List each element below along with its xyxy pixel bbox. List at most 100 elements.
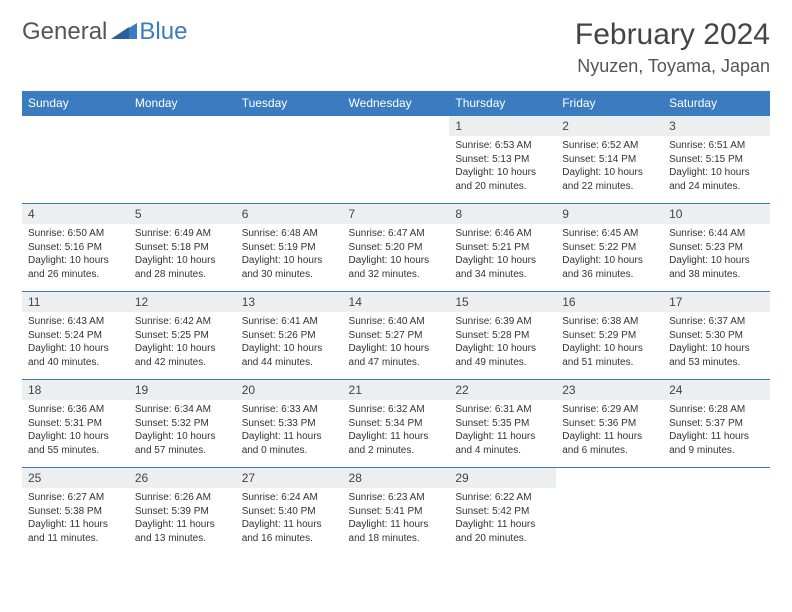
daylight-text: Daylight: 10 hours and 36 minutes. <box>562 254 657 281</box>
weekday-header: Tuesday <box>236 91 343 116</box>
calendar-week-row: 11Sunrise: 6:43 AMSunset: 5:24 PMDayligh… <box>22 292 770 380</box>
daylight-text: Daylight: 10 hours and 55 minutes. <box>28 430 123 457</box>
sunset-text: Sunset: 5:35 PM <box>455 417 550 431</box>
weekday-header: Friday <box>556 91 663 116</box>
weekday-header-row: Sunday Monday Tuesday Wednesday Thursday… <box>22 91 770 116</box>
day-number: 3 <box>663 116 770 136</box>
daylight-text: Daylight: 10 hours and 26 minutes. <box>28 254 123 281</box>
sunset-text: Sunset: 5:34 PM <box>349 417 444 431</box>
weekday-header: Wednesday <box>343 91 450 116</box>
daylight-text: Daylight: 11 hours and 2 minutes. <box>349 430 444 457</box>
sunset-text: Sunset: 5:14 PM <box>562 153 657 167</box>
day-number: 23 <box>556 380 663 400</box>
day-body: Sunrise: 6:46 AMSunset: 5:21 PMDaylight:… <box>449 224 556 287</box>
calendar-cell: 10Sunrise: 6:44 AMSunset: 5:23 PMDayligh… <box>663 204 770 292</box>
calendar-cell: 17Sunrise: 6:37 AMSunset: 5:30 PMDayligh… <box>663 292 770 380</box>
day-body: Sunrise: 6:43 AMSunset: 5:24 PMDaylight:… <box>22 312 129 375</box>
sunset-text: Sunset: 5:16 PM <box>28 241 123 255</box>
calendar-cell: 20 Sunrise: 6:33 AMSunset: 5:33 PMDayligh… <box>236 380 343 468</box>
sunrise-text: Sunrise: 6:26 AM <box>135 491 230 505</box>
calendar-cell: 13Sunrise: 6:41 AMSunset: 5:26 PMDayligh… <box>236 292 343 380</box>
calendar-cell <box>129 116 236 204</box>
calendar-cell: 12Sunrise: 6:42 AMSunset: 5:25 PMDayligh… <box>129 292 236 380</box>
sunrise-text: Sunrise: 6:53 AM <box>455 139 550 153</box>
title-block: February 2024 Nyuzen, Toyama, Japan <box>575 18 770 77</box>
sunset-text: Sunset: 5:33 PM <box>242 417 337 431</box>
sunset-text: Sunset: 5:23 PM <box>669 241 764 255</box>
calendar-cell: 18Sunrise: 6:36 AMSunset: 5:31 PMDayligh… <box>22 380 129 468</box>
day-body: Sunrise: 6:45 AMSunset: 5:22 PMDaylight:… <box>556 224 663 287</box>
day-body: Sunrise: 6:36 AMSunset: 5:31 PMDaylight:… <box>22 400 129 463</box>
sunset-text: Sunset: 5:30 PM <box>669 329 764 343</box>
day-body: Sunrise: 6:23 AMSunset: 5:41 PMDaylight:… <box>343 488 450 551</box>
calendar-cell: 14Sunrise: 6:40 AMSunset: 5:27 PMDayligh… <box>343 292 450 380</box>
day-number <box>663 468 770 474</box>
sunrise-text: Sunrise: 6:51 AM <box>669 139 764 153</box>
day-number: 25 <box>22 468 129 488</box>
calendar-cell <box>343 116 450 204</box>
sunrise-text: Sunrise: 6:33 AM <box>242 403 337 417</box>
day-number: 27 <box>236 468 343 488</box>
sunset-text: Sunset: 5:20 PM <box>349 241 444 255</box>
sunrise-text: Sunrise: 6:34 AM <box>135 403 230 417</box>
day-body: Sunrise: 6:51 AMSunset: 5:15 PMDaylight:… <box>663 136 770 199</box>
day-body: Sunrise: 6:26 AMSunset: 5:39 PMDaylight:… <box>129 488 236 551</box>
daylight-text: Daylight: 10 hours and 38 minutes. <box>669 254 764 281</box>
sunset-text: Sunset: 5:26 PM <box>242 329 337 343</box>
day-number: 7 <box>343 204 450 224</box>
sunset-text: Sunset: 5:41 PM <box>349 505 444 519</box>
calendar-week-row: 25Sunrise: 6:27 AMSunset: 5:38 PMDayligh… <box>22 468 770 556</box>
sunset-text: Sunset: 5:29 PM <box>562 329 657 343</box>
day-number: 22 <box>449 380 556 400</box>
day-body: Sunrise: 6:38 AMSunset: 5:29 PMDaylight:… <box>556 312 663 375</box>
calendar-cell: 3Sunrise: 6:51 AMSunset: 5:15 PMDaylight… <box>663 116 770 204</box>
day-body: Sunrise: 6:31 AMSunset: 5:35 PMDaylight:… <box>449 400 556 463</box>
calendar-cell: 23Sunrise: 6:29 AMSunset: 5:36 PMDayligh… <box>556 380 663 468</box>
daylight-text: Daylight: 10 hours and 47 minutes. <box>349 342 444 369</box>
day-number <box>22 116 129 122</box>
sunrise-text: Sunrise: 6:32 AM <box>349 403 444 417</box>
calendar-cell: 2Sunrise: 6:52 AMSunset: 5:14 PMDaylight… <box>556 116 663 204</box>
day-number: 15 <box>449 292 556 312</box>
day-number: 20 <box>236 380 343 400</box>
sunrise-text: Sunrise: 6:36 AM <box>28 403 123 417</box>
daylight-text: Daylight: 11 hours and 0 minutes. <box>242 430 337 457</box>
daylight-text: Daylight: 10 hours and 40 minutes. <box>28 342 123 369</box>
sunrise-text: Sunrise: 6:23 AM <box>349 491 444 505</box>
sunrise-text: Sunrise: 6:29 AM <box>562 403 657 417</box>
day-number: 6 <box>236 204 343 224</box>
sunrise-text: Sunrise: 6:31 AM <box>455 403 550 417</box>
sunrise-text: Sunrise: 6:39 AM <box>455 315 550 329</box>
sunset-text: Sunset: 5:31 PM <box>28 417 123 431</box>
day-number: 2 <box>556 116 663 136</box>
calendar-body: 1 Sunrise: 6:53 AMSunset: 5:13 PM Daylight… <box>22 116 770 556</box>
calendar-cell: 29Sunrise: 6:22 AMSunset: 5:42 PMDayligh… <box>449 468 556 556</box>
daylight-text: Daylight: 10 hours and 53 minutes. <box>669 342 764 369</box>
day-body: Sunrise: 6:40 AMSunset: 5:27 PMDaylight:… <box>343 312 450 375</box>
sunset-text: Sunset: 5:13 PM <box>455 153 550 167</box>
calendar-cell: 25Sunrise: 6:27 AMSunset: 5:38 PMDayligh… <box>22 468 129 556</box>
sunrise-text: Sunrise: 6:45 AM <box>562 227 657 241</box>
sunrise-text: Sunrise: 6:52 AM <box>562 139 657 153</box>
calendar-cell: 7Sunrise: 6:47 AMSunset: 5:20 PMDaylight… <box>343 204 450 292</box>
calendar-cell: 15Sunrise: 6:39 AMSunset: 5:28 PMDayligh… <box>449 292 556 380</box>
day-number: 28 <box>343 468 450 488</box>
sunset-text: Sunset: 5:18 PM <box>135 241 230 255</box>
header: General Blue February 2024 Nyuzen, Toyam… <box>22 18 770 77</box>
calendar-week-row: 1Sunrise: 6:53 AMSunset: 5:13 PMDaylight… <box>22 116 770 204</box>
sunset-text: Sunset: 5:36 PM <box>562 417 657 431</box>
weekday-header: Saturday <box>663 91 770 116</box>
sunrise-text: Sunrise: 6:44 AM <box>669 227 764 241</box>
calendar-cell: 5Sunrise: 6:49 AMSunset: 5:18 PMDaylight… <box>129 204 236 292</box>
day-body: Sunrise: 6:47 AMSunset: 5:20 PMDaylight:… <box>343 224 450 287</box>
calendar-week-row: 4Sunrise: 6:50 AMSunset: 5:16 PMDaylight… <box>22 204 770 292</box>
daylight-text: Daylight: 10 hours and 44 minutes. <box>242 342 337 369</box>
day-body: Sunrise: 6:27 AMSunset: 5:38 PMDaylight:… <box>22 488 129 551</box>
logo-triangle-icon <box>111 18 137 46</box>
day-number: 1 <box>449 116 556 136</box>
day-number: 21 <box>343 380 450 400</box>
daylight-text: Daylight: 10 hours and 49 minutes. <box>455 342 550 369</box>
day-number: 29 <box>449 468 556 488</box>
day-body: Sunrise: 6:50 AMSunset: 5:16 PMDaylight:… <box>22 224 129 287</box>
day-number: 16 <box>556 292 663 312</box>
